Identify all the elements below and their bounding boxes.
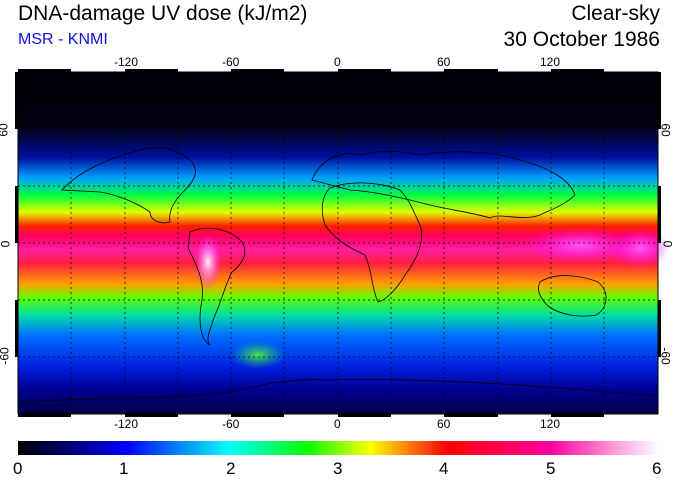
lon-label-top: -120	[114, 55, 139, 69]
colorbar-label: 5	[546, 459, 556, 478]
condition-label: Clear-sky	[571, 2, 660, 25]
coast-north-america	[61, 147, 196, 224]
lon-label-bottom: 60	[437, 417, 451, 431]
lon-label-top: -60	[222, 55, 240, 69]
coast-eurasia	[311, 150, 576, 219]
coast-antarctica	[17, 379, 659, 403]
frame-border-bars	[15, 69, 661, 417]
south-atlantic-blob	[230, 341, 286, 369]
colorbar-label: 4	[439, 459, 449, 478]
colorbar-label: 0	[13, 459, 23, 478]
source-label: MSR - KNMI	[18, 31, 108, 48]
lon-label-bottom: -60	[222, 417, 240, 431]
colorbar-label: 3	[333, 459, 343, 478]
lon-label-top: 0	[334, 55, 341, 69]
lat-label-left: -60	[0, 347, 12, 365]
lat-label-right: 60	[658, 123, 673, 137]
indonesia-hotspot	[525, 227, 635, 263]
colorbar	[18, 441, 658, 455]
andes-hotspot	[194, 234, 222, 290]
coastlines	[17, 147, 659, 403]
lat-label-left: 0	[0, 241, 12, 248]
lon-label-bottom: 0	[334, 417, 341, 431]
colorbar-label: 2	[226, 459, 236, 478]
lat-label-left: 60	[0, 123, 11, 137]
lon-label-top: 60	[437, 55, 451, 69]
date-label: 30 October 1986	[503, 28, 660, 51]
colorbar-label: 6	[652, 459, 662, 478]
lat-label-right: 0	[660, 240, 675, 248]
colorbar-label: 1	[119, 459, 129, 478]
coast-australia	[538, 275, 607, 317]
coast-south-america	[187, 227, 246, 346]
lat-label-right: -60	[658, 347, 673, 365]
lon-label-top: 120	[540, 55, 561, 69]
graticule	[18, 72, 658, 414]
coast-africa	[321, 182, 422, 303]
map-title: DNA-damage UV dose (kJ/m2)	[18, 2, 308, 25]
lon-label-bottom: 120	[540, 417, 561, 431]
lon-label-bottom: -120	[114, 417, 139, 431]
